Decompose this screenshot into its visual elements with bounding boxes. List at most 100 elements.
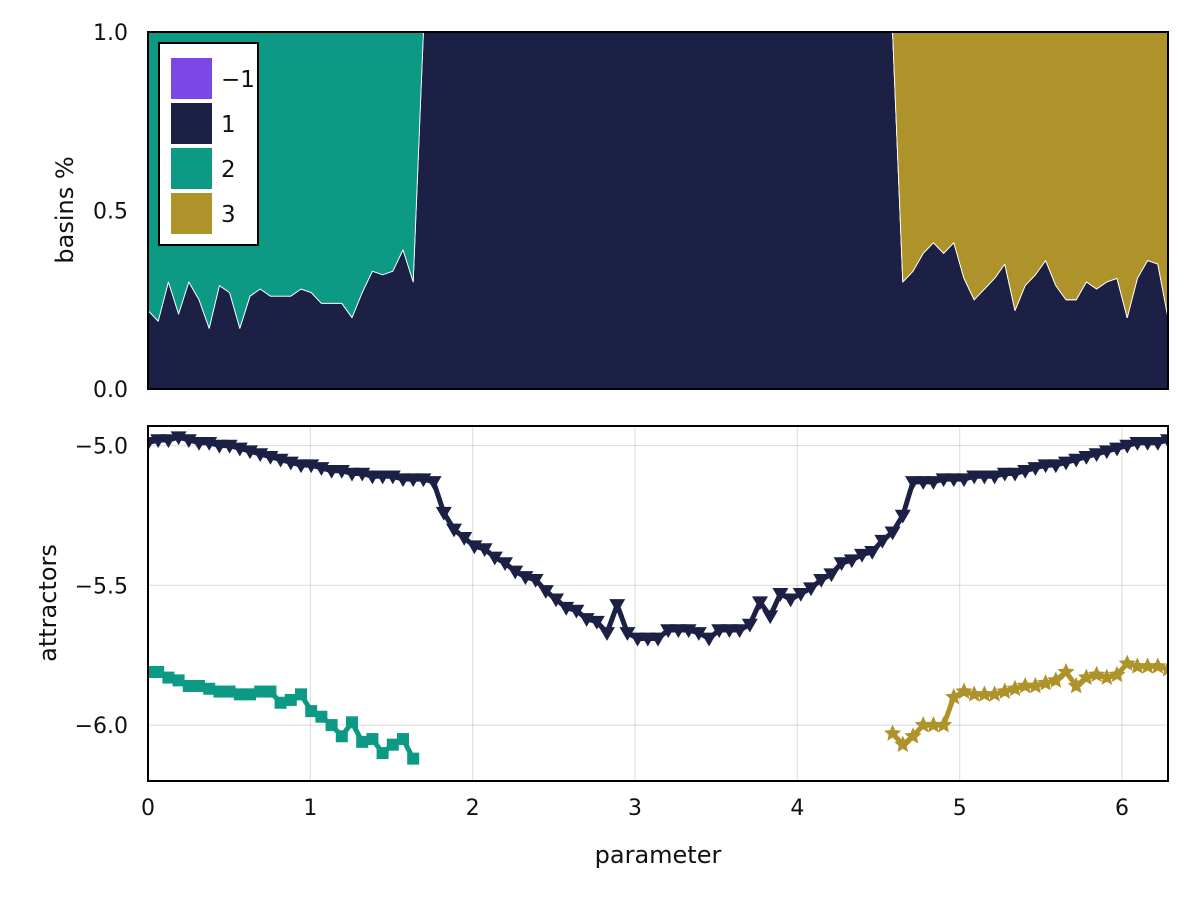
- square-marker: [366, 733, 379, 746]
- square-marker: [213, 685, 226, 698]
- star-marker: [914, 716, 932, 733]
- star-marker: [1016, 676, 1034, 694]
- triangle-marker: [976, 470, 993, 485]
- star-marker: [1149, 657, 1167, 674]
- star-marker: [975, 685, 993, 702]
- triangle-marker: [568, 604, 585, 619]
- triangle-marker: [741, 618, 758, 633]
- triangle-marker: [619, 627, 636, 641]
- triangle-marker: [925, 476, 942, 490]
- triangle-marker: [1017, 464, 1034, 479]
- triangle-marker: [833, 557, 850, 571]
- attractor-line-3: [890, 661, 1168, 748]
- star-marker: [884, 724, 902, 741]
- star-marker: [965, 685, 983, 702]
- triangle-marker: [955, 473, 972, 488]
- square-marker: [397, 733, 409, 746]
- y-tick-label: 1.0: [93, 21, 128, 46]
- star-marker: [986, 685, 1004, 702]
- y-axis-label-bottom: attractors: [34, 544, 62, 662]
- legend: −1 1 2 3: [158, 42, 259, 246]
- star-marker: [955, 682, 973, 699]
- triangle-marker: [609, 599, 626, 613]
- legend-swatch: [171, 58, 212, 99]
- square-marker: [386, 738, 399, 751]
- triangle-marker: [1078, 450, 1095, 465]
- legend-swatch: [171, 148, 212, 189]
- triangle-marker: [711, 624, 728, 639]
- star-marker: [1108, 665, 1126, 683]
- square-marker: [407, 752, 420, 765]
- triangle-marker: [996, 467, 1013, 482]
- star-marker: [894, 735, 912, 752]
- triangle-marker: [1160, 434, 1168, 448]
- triangle-marker: [915, 476, 932, 490]
- star-marker: [1159, 660, 1168, 677]
- triangle-marker: [374, 470, 391, 485]
- x-axis-ticks: 0 1 2 3 4 5 6: [141, 796, 1129, 821]
- triangle-marker: [364, 470, 381, 485]
- square-marker: [325, 719, 338, 732]
- y-tick-label: −5.5: [75, 574, 128, 599]
- axes-frame-bottom: [147, 425, 1169, 782]
- triangle-marker: [853, 548, 870, 563]
- square-marker: [162, 671, 175, 684]
- triangle-marker: [293, 459, 310, 474]
- triangle-marker: [884, 526, 901, 541]
- triangle-marker: [527, 573, 544, 588]
- triangle-marker: [395, 473, 411, 488]
- triangle-marker: [588, 615, 605, 630]
- triangle-marker: [1139, 437, 1156, 451]
- triangle-marker: [650, 632, 666, 647]
- legend-swatch: [171, 193, 212, 234]
- square-marker: [243, 688, 256, 701]
- y-axis-ticks-bottom: −5.0 −5.5 −6.0: [75, 435, 128, 740]
- triangle-marker: [843, 554, 860, 569]
- x-tick-label: 0: [141, 796, 155, 821]
- triangle-marker: [456, 532, 473, 546]
- square-marker: [152, 665, 165, 678]
- star-marker: [904, 727, 922, 744]
- legend-swatch: [171, 103, 212, 144]
- star-marker: [1047, 671, 1065, 688]
- star-marker: [1026, 676, 1044, 694]
- square-marker: [203, 682, 216, 695]
- triangle-marker: [446, 523, 463, 538]
- triangle-marker: [1058, 456, 1075, 471]
- x-tick-label: 2: [466, 796, 480, 821]
- star-marker: [1077, 668, 1095, 685]
- square-marker: [193, 679, 206, 692]
- grid-bottom: [147, 426, 1168, 781]
- x-tick-label: 5: [953, 796, 967, 821]
- star-marker: [1128, 657, 1146, 674]
- triangle-marker: [496, 557, 513, 571]
- star-marker: [1098, 668, 1116, 685]
- triangle-marker: [548, 593, 565, 608]
- triangle-marker: [1068, 453, 1085, 468]
- triangle-marker: [537, 585, 554, 599]
- attractor-series-3: [884, 654, 1168, 752]
- triangle-marker: [343, 467, 360, 482]
- star-marker: [1006, 679, 1024, 697]
- legend-label: 1: [221, 112, 236, 138]
- triangle-marker: [629, 632, 646, 647]
- triangle-marker: [935, 473, 952, 488]
- triangle-marker: [1088, 448, 1105, 462]
- triangle-marker: [670, 624, 687, 639]
- star-marker: [924, 716, 942, 733]
- triangle-marker: [945, 473, 962, 488]
- triangle-marker: [323, 464, 340, 479]
- triangle-marker: [425, 476, 442, 490]
- star-marker: [1057, 662, 1075, 680]
- triangle-marker: [211, 439, 228, 454]
- square-marker: [172, 674, 185, 687]
- triangle-marker: [160, 434, 177, 448]
- triangle-marker: [874, 534, 891, 549]
- legend-label: 2: [221, 157, 236, 183]
- square-marker: [376, 747, 389, 760]
- square-marker: [305, 705, 318, 718]
- triangle-marker: [435, 506, 452, 521]
- triangle-marker: [150, 434, 167, 448]
- square-marker: [315, 710, 328, 723]
- triangle-marker: [405, 473, 422, 488]
